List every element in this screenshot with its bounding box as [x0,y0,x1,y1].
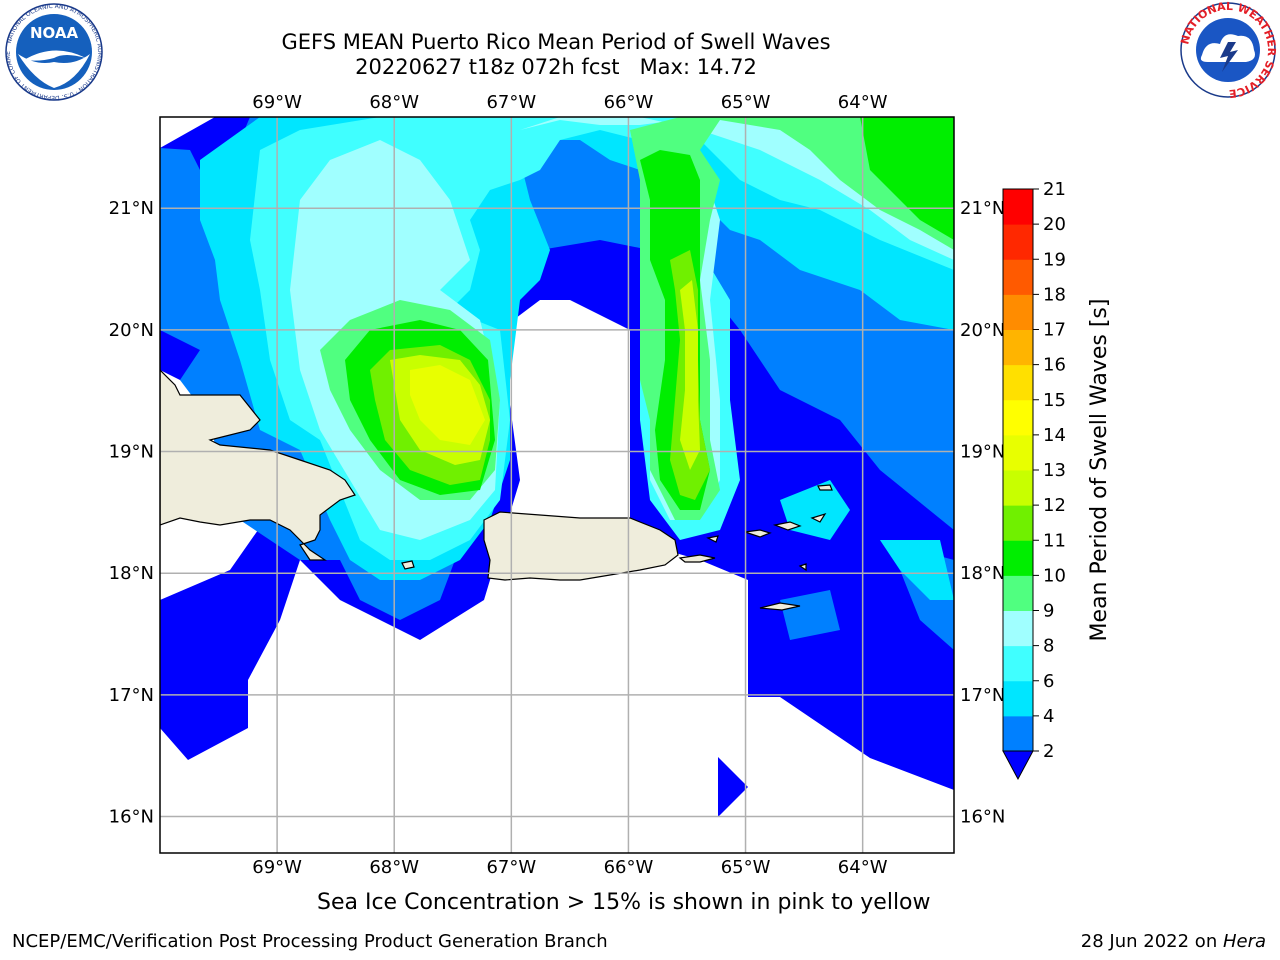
lon-tick-label-bottom: 68°W [369,857,419,878]
colorbar-swatch [1003,470,1033,506]
tortola-island [772,521,802,531]
colorbar-swatch [1003,224,1033,260]
footer-date-text: 28 Jun 2022 on [1080,931,1223,952]
footer-credit: NCEP/EMC/Verification Post Processing Pr… [12,931,608,952]
colorbar-tick-label: 17 [1043,320,1066,341]
colorbar-tick-label: 13 [1043,460,1066,481]
colorbar-swatch [1003,329,1033,366]
colorbar-swatch [1003,294,1033,330]
colorbar-swatch [1003,505,1033,541]
colorbar-swatch [1003,575,1033,611]
lon-tick-label-top: 66°W [604,92,654,113]
axis-labels: 69°W 69°W 68°W 68°W 67°W 67°W 66°W 66°W 65°W 65°W… [109,92,1006,878]
lon-tick-label-top: 65°W [721,92,771,113]
colorbar-tick-label: 11 [1043,530,1066,551]
chart-title: GEFS MEAN Puerto Rico Mean Period of Swe… [156,30,956,80]
lat-tick-label-left: 18°N [109,563,154,584]
lon-tick-label-top: 69°W [252,92,302,113]
lat-tick-label-right: 17°N [960,685,1005,706]
contour-band-13-14 [410,365,485,445]
small-island-1 [810,512,827,523]
footer-date: 28 Jun 2022 on Hera [1081,931,1266,952]
lat-tick-label-right: 18°N [960,563,1005,584]
colorbar-under-arrow [1002,750,1034,781]
colorbar-swatch [1003,434,1033,471]
colorbar-swatch [1003,189,1033,225]
colorbar-swatch [1003,645,1033,682]
lat-tick-label-left: 19°N [109,442,154,463]
gridlines [160,117,954,853]
colorbar-swatch [1003,259,1033,295]
colorbar-tick-label: 16 [1043,355,1066,376]
lon-tick-label-top: 67°W [486,92,536,113]
lat-tick-label-left: 17°N [109,685,154,706]
hispaniola-land [160,369,356,561]
vieques-island [678,554,716,563]
colorbar-tick-label: 15 [1043,390,1066,411]
colorbar-swatch [1003,540,1033,576]
colorbar-tick-label: 14 [1043,425,1066,446]
lat-tick-label-right: 19°N [960,442,1005,463]
lon-tick-label-bottom: 69°W [252,857,302,878]
lat-tick-label-right: 21°N [960,198,1005,219]
colorbar-tick-label: 4 [1043,706,1054,727]
title-line-2: 20220627 t18z 072h fcst Max: 14.72 [355,55,757,79]
colorbar-tick-label: 9 [1043,601,1054,622]
noaa-logo-text: NOAA [30,24,79,42]
colorbar-tick-label: 8 [1043,636,1054,657]
colorbar-swatch [1003,610,1033,647]
puerto-rico-land [483,511,679,581]
lon-tick-label-top: 68°W [369,92,419,113]
lat-tick-label-left: 20°N [109,320,154,341]
map-frame [159,116,955,854]
colorbar-tick-label: 12 [1043,495,1066,516]
small-island-2 [798,563,807,572]
colorbar-tick-label: 18 [1043,284,1066,305]
st-croix-island [759,602,801,611]
map-field [160,117,954,853]
virgin-islands [744,529,772,538]
lat-tick-label-left: 21°N [109,198,154,219]
culebra-island [706,535,719,543]
colorbar-swatch [1003,680,1033,717]
colorbar-label: Mean Period of Swell Waves [s] [1087,299,1112,642]
lon-tick-label-bottom: 66°W [604,857,654,878]
lon-tick-label-top: 64°W [838,92,888,113]
anegada-island [817,484,833,491]
title-line-1: GEFS MEAN Puerto Rico Mean Period of Swe… [281,30,831,54]
sea-ice-note: Sea Ice Concentration > 15% is shown in … [317,890,931,915]
colorbar-swatch [1003,364,1033,401]
colorbar-tick-label: 19 [1043,249,1066,270]
colorbar-tick-label: 20 [1043,214,1066,235]
lon-tick-label-bottom: 64°W [838,857,888,878]
lat-tick-label-right: 16°N [960,807,1005,828]
footer-host: Hera [1222,931,1266,952]
colorbar-tick-label: 10 [1043,565,1066,586]
colorbar-swatch [1003,399,1033,436]
lon-tick-label-bottom: 65°W [721,857,771,878]
colorbar-tick-label: 6 [1043,671,1054,692]
colorbar-tick-label: 2 [1043,741,1054,762]
lat-tick-label-left: 16°N [109,807,154,828]
lat-tick-label-right: 20°N [960,320,1005,341]
mona-island [401,560,415,570]
colorbar-tick-label: 21 [1043,179,1066,200]
lon-tick-label-bottom: 67°W [486,857,536,878]
colorbar-swatch [1003,715,1033,752]
nws-logo: NATIONAL WEATHER SERVICE [1178,0,1278,100]
land-masses [160,369,833,611]
noaa-logo: NOAA NATIONAL OCEANIC AND ATMOSPHERIC AD… [4,2,103,101]
colorbar: 2 4 6 8 9 10 11 12 13 14 15 16 17 18 19 20 21 Mean Period… [1002,179,1112,781]
